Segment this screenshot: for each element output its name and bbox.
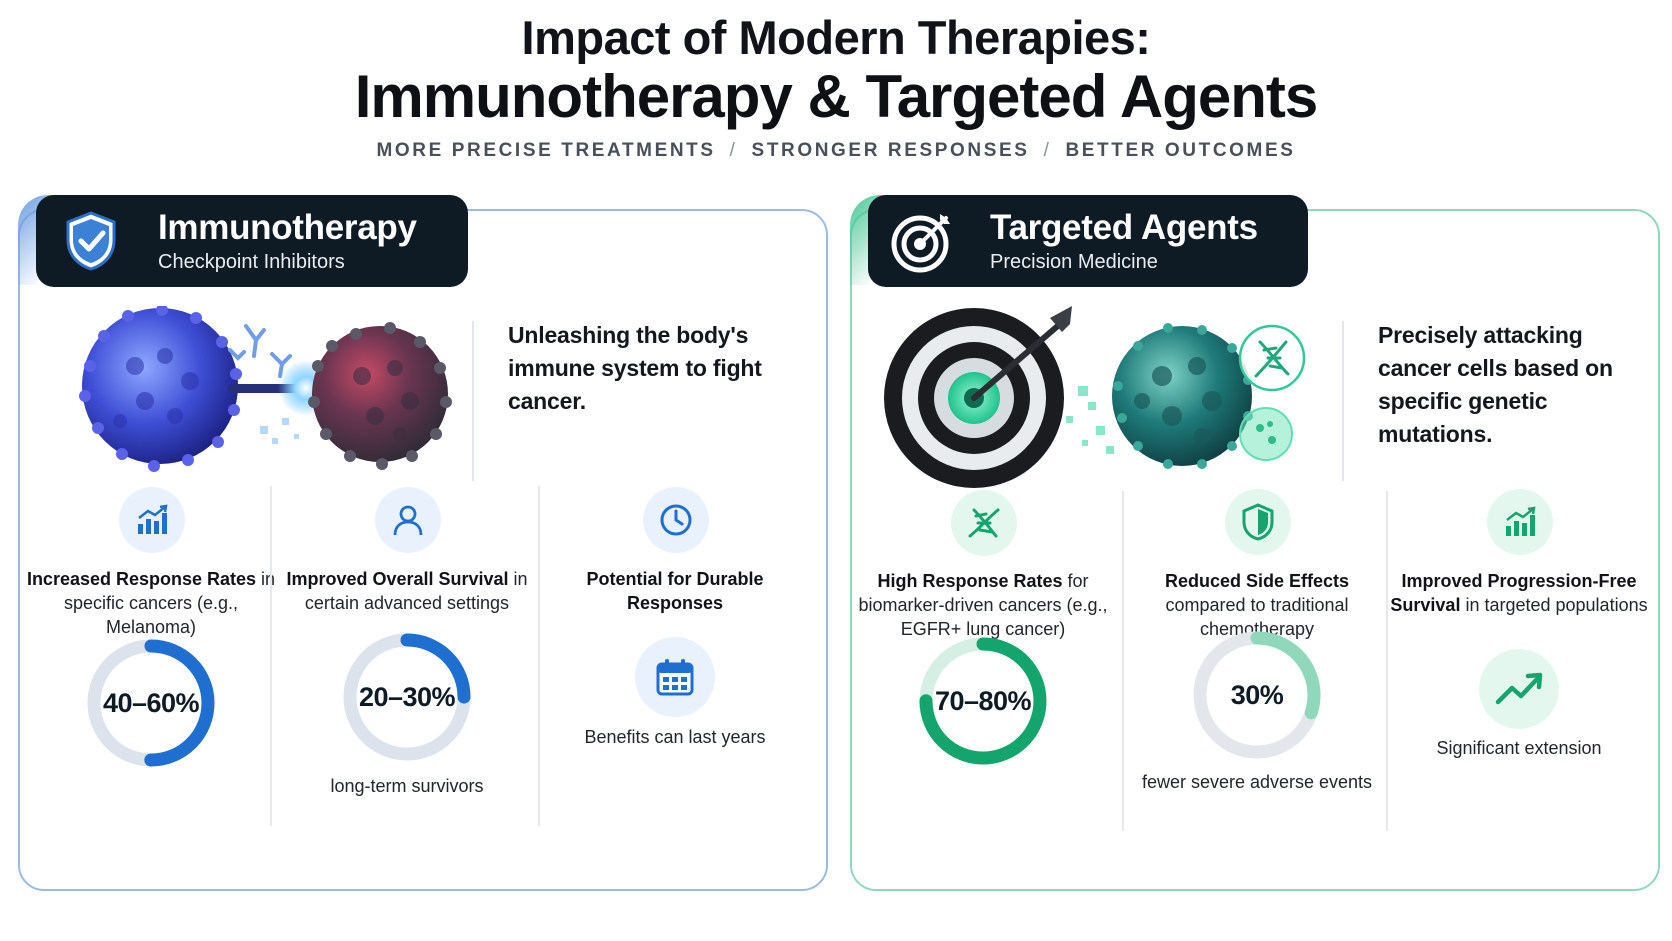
stat-durable-responses: Potential for Durable Responses Benefits… <box>544 481 806 871</box>
clock-icon <box>643 487 709 553</box>
target-icon <box>888 206 958 276</box>
stat-caption: long-term survivors <box>330 776 484 796</box>
stat-highlight: Increased Response Rates <box>26 569 257 589</box>
stat-highlight: Potential for Durable Responses <box>586 569 764 613</box>
progress-ring: 20–30% <box>337 627 477 767</box>
ring-value: 20–30% <box>358 681 456 712</box>
stat-reduced-side-effects: Reduced Side Effects compared to traditi… <box>1126 481 1388 871</box>
tagline-item-3: BETTER OUTCOMES <box>1065 140 1296 161</box>
ring-value: 70–80% <box>934 685 1032 716</box>
progress-arc <box>343 633 471 761</box>
ring-value: 30% <box>1230 679 1284 710</box>
calendar-icon <box>635 637 715 717</box>
stat-description: Increased Response Rates in specific can… <box>20 567 282 639</box>
stat-detail: for biomarker-driven cancers (e.g., EGFR… <box>858 571 1108 639</box>
progress-ring: 30% <box>1187 625 1327 765</box>
page-title-line1: Impact of Modern Therapies: <box>521 11 1151 64</box>
divider <box>538 486 540 826</box>
panel-lead-text: Unleashing the body's immune system to f… <box>508 322 762 414</box>
stat-response-rates: Increased Response Rates in specific can… <box>20 481 282 871</box>
tagline-item-1: MORE PRECISE TREATMENTS <box>376 140 716 161</box>
tagline-separator: / <box>729 140 738 161</box>
bar-chart-icon <box>119 487 185 553</box>
progress-ring: 40–60% <box>81 633 221 773</box>
progress-arc <box>87 639 215 767</box>
panel-badge: Targeted Agents Precision Medicine <box>868 195 1308 287</box>
divider <box>1342 321 1344 481</box>
stat-caption: Benefits can last years <box>584 727 766 747</box>
divider <box>1122 491 1124 831</box>
stat-caption: Significant extension <box>1436 738 1602 758</box>
progress-arc <box>1193 631 1321 759</box>
panel-subtitle: Checkpoint Inhibitors <box>158 250 345 273</box>
panel-title: Immunotherapy <box>158 207 417 247</box>
ring-value: 40–60% <box>102 687 200 718</box>
stat-highlight: Reduced Side Effects <box>1164 571 1350 591</box>
tagline: MORE PRECISE TREATMENTS / STRONGER RESPONS… <box>0 140 1672 162</box>
stat-detail: in targeted populations <box>1460 595 1648 615</box>
panel-badge: Immunotherapy Checkpoint Inhibitors <box>36 195 468 287</box>
progress-ring: 70–80% <box>913 631 1053 771</box>
stat-description: Potential for Durable Responses <box>544 567 806 615</box>
stat-highlight: High Response Rates <box>877 571 1063 591</box>
target-cell-illustration <box>882 306 1342 496</box>
shield-icon <box>1225 489 1291 555</box>
panel-title: Targeted Agents <box>990 207 1258 247</box>
page-title-line2: Immunotherapy & Targeted Agents <box>354 63 1318 130</box>
stat-detail: compared to traditional chemotherapy <box>1165 595 1349 639</box>
person-icon <box>375 487 441 553</box>
immune-cell-illustration <box>50 304 470 496</box>
stat-description: Improved Progression-Free Survival in ta… <box>1388 569 1650 617</box>
progress-arc <box>919 637 1047 765</box>
tagline-item-2: STRONGER RESPONSES <box>751 140 1030 161</box>
shield-check-icon <box>56 206 126 276</box>
panel-subtitle: Precision Medicine <box>990 250 1158 273</box>
stat-overall-survival: Improved Overall Survival in certain adv… <box>276 481 538 871</box>
stat-description: Reduced Side Effects compared to traditi… <box>1126 569 1388 641</box>
stat-detail: in certain advanced settings <box>304 569 528 613</box>
stat-highlight: Improved Progression-Free Survival <box>1390 571 1637 615</box>
divider <box>472 321 474 481</box>
bar-chart-icon <box>1487 489 1553 555</box>
stat-progression-free-survival: Improved Progression-Free Survival in ta… <box>1388 481 1650 871</box>
stat-description: Improved Overall Survival in certain adv… <box>276 567 538 615</box>
stat-caption: fewer severe adverse events <box>1141 772 1373 792</box>
panel-lead-text: Precisely attacking cancer cells based o… <box>1378 322 1613 447</box>
stat-highlight: Improved Overall Survival <box>286 569 509 589</box>
trend-up-icon <box>1479 649 1559 729</box>
stat-high-response-rates: High Response Rates for biomarker-driven… <box>852 481 1114 871</box>
dna-icon <box>951 490 1017 556</box>
immunotherapy-panel: Immunotherapy Checkpoint Inhibitors <box>18 195 828 891</box>
stat-description: High Response Rates for biomarker-driven… <box>852 569 1114 641</box>
divider <box>1386 491 1388 831</box>
divider <box>270 486 272 826</box>
targeted-agents-panel: Targeted Agents Precision Medicine <box>850 195 1660 891</box>
tagline-separator: / <box>1043 140 1052 161</box>
